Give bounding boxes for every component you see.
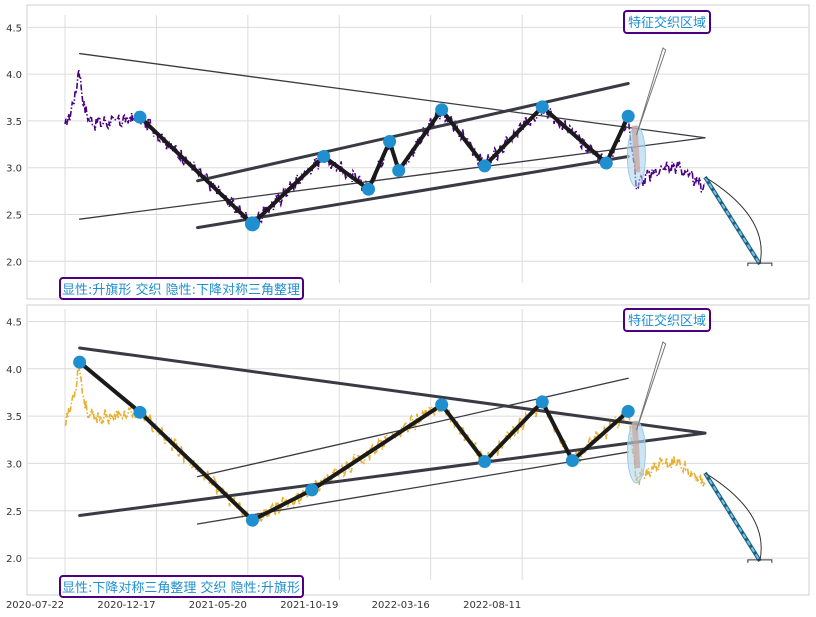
top-projection [703,176,773,267]
x-tick-2: 2021-05-20 [189,600,247,611]
top-y-tick-5: 4.5 [6,23,22,34]
top-annotation-label: 特征交织区域 [623,10,711,34]
bot-y-tick-3: 3.5 [6,412,22,423]
top-pivot-4 [383,135,397,149]
top-pivot-1 [244,216,260,232]
bottom-panel: 2.0 2.5 3.0 3.5 4.0 4.5 特征交织区域 显性:下降对称三角整理 交织… [6,304,810,598]
top-pivot-10 [621,109,635,123]
bottom-caption-label: 显性:下降对称三角整理 交织 隐性:升旗形 [59,575,304,598]
bot-pivot-6 [535,395,549,409]
top-pivot-6 [435,103,449,117]
top-y-tick-0: 2.0 [6,257,22,268]
bot-pivot-1 [133,405,147,419]
x-axis-ticks: 2020-07-22 2020-12-17 2021-05-20 2021-10-19… [6,600,521,611]
bot-pivot-4 [435,398,449,412]
top-pivot-8 [535,100,549,114]
top-pivot-0 [133,110,147,124]
top-grid [27,15,809,283]
top-y-tick-1: 2.5 [6,211,22,222]
bot-projection-arc [704,472,762,562]
top-pointer [635,47,667,136]
top-projection-arc [704,176,762,265]
top-pivot-3 [362,182,376,196]
top-trend-lines [78,52,706,230]
top-pivot-path [133,100,635,232]
top-annotation-box [623,10,711,34]
bot-projection-bracket [747,559,773,563]
bot-triangle-upper [78,346,707,435]
bottom-pivot-path [73,355,635,527]
x-tick-5: 2022-08-11 [463,600,521,611]
bottom-interweave-zone [626,341,667,484]
bot-y-tick-2: 3.0 [6,459,22,470]
top-caption-box [59,277,304,300]
bot-pivot-5 [478,455,492,469]
top-flag-upper [196,82,630,183]
top-pivot-9 [599,156,613,170]
bot-pivot-2 [245,513,259,527]
bot-y-tick-1: 2.5 [6,507,22,518]
top-y-ticks: 2.0 2.5 3.0 3.5 4.0 4.5 [6,23,22,268]
top-interweave-zone [626,47,667,188]
bot-triangle-lower [78,431,707,517]
top-y-tick-4: 4.0 [6,70,22,81]
x-tick-0: 2020-07-22 [6,600,64,611]
top-annotation-text: 特征交织区域 [628,15,706,31]
bottom-y-ticks: 2.0 2.5 3.0 3.5 4.0 4.5 [6,317,22,565]
top-y-tick-3: 3.5 [6,117,22,128]
top-panel: 2.0 2.5 3.0 3.5 4.0 4.5 特征交织区域 显性:升旗形 交织 隐性:下… [6,4,810,300]
bottom-plot-area [26,304,810,596]
x-tick-1: 2020-12-17 [97,600,155,611]
bot-pointer [635,341,667,431]
bottom-caption-text: 显性:下降对称三角整理 交织 隐性:升旗形 [62,580,300,596]
x-tick-4: 2022-03-16 [372,600,430,611]
bot-pivot-7 [565,454,579,468]
bottom-projection [703,471,773,563]
top-caption-text: 显性:升旗形 交织 隐性:下降对称三角整理 [62,282,300,298]
top-triangle-lower [78,137,706,220]
bot-flag-upper [196,377,629,478]
top-pivot-2 [317,149,331,163]
bot-pivot-0 [73,355,87,369]
top-pivot-7 [478,159,492,173]
bot-y-tick-4: 4.0 [6,365,22,376]
top-pivot-5 [392,164,406,178]
bot-zone-mark [631,420,641,469]
bot-pivot-3 [305,483,319,497]
top-projection-bracket [747,262,773,267]
top-zone-mark [631,125,641,173]
x-tick-3: 2021-10-19 [280,600,338,611]
top-flag-lower [196,154,630,230]
top-plot-area [26,4,810,300]
bottom-annotation-box [623,308,711,332]
bot-pivot-8 [621,404,635,418]
top-triangle-upper [78,52,706,139]
bottom-annotation-text: 特征交织区域 [628,313,706,329]
top-projection-dash [704,176,761,265]
bot-y-tick-0: 2.0 [6,554,22,565]
bot-projection-dash [704,472,761,562]
top-y-tick-2: 3.0 [6,164,22,175]
bottom-annotation-label: 特征交织区域 [623,308,711,332]
bottom-caption-box [59,575,304,598]
bot-y-tick-5: 4.5 [6,317,22,328]
top-caption-label: 显性:升旗形 交织 隐性:下降对称三角整理 [59,277,304,300]
